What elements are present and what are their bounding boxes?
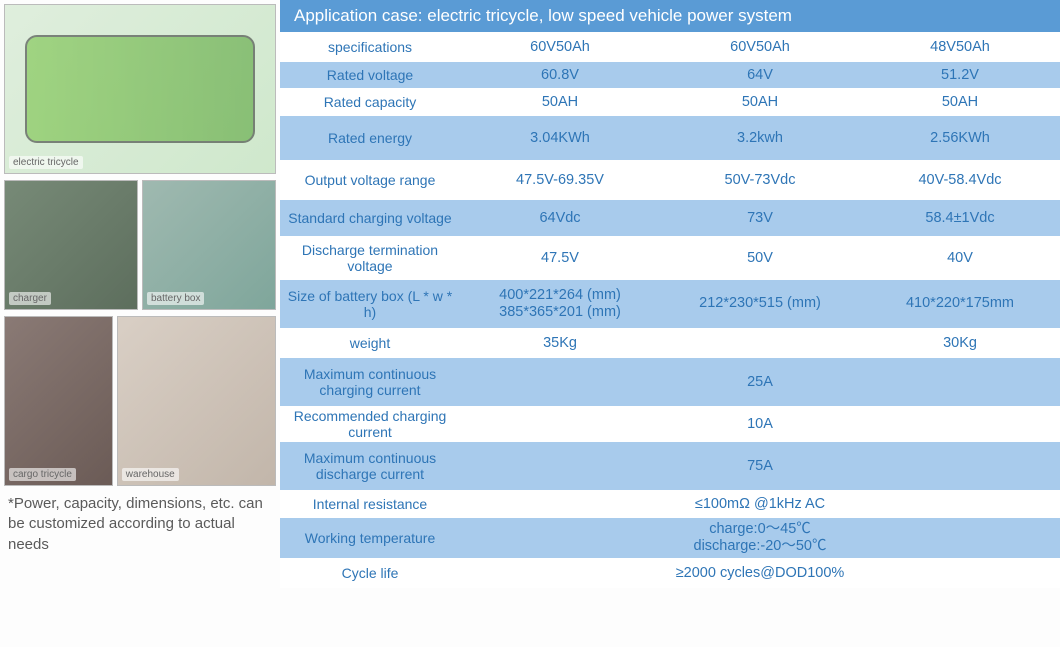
row-label: specifications (280, 32, 460, 62)
table-row: specifications60V50Ah60V50Ah48V50Ah (280, 32, 1060, 62)
table-row: Size of battery box (L * w * h)400*221*2… (280, 280, 1060, 328)
row-value: 410*220*175mm (860, 295, 1060, 312)
row-value: 40V-58.4Vdc (860, 172, 1060, 188)
row-value: 40V (860, 250, 1060, 266)
row-value: 3.04KWh (460, 130, 660, 146)
table-row: Internal resistance≤100mΩ @1kHz AC (280, 490, 1060, 518)
row-value-merged: 10A (460, 406, 1060, 442)
table-row: Rated voltage60.8V64V51.2V (280, 62, 1060, 88)
charger-image (4, 180, 138, 310)
row-label: Cycle life (280, 558, 460, 588)
row-value: 73V (660, 210, 860, 226)
table-row: Cycle life≥2000 cycles@DOD100% (280, 558, 1060, 588)
row-value: 400*221*264 (mm)385*365*201 (mm) (460, 287, 660, 322)
row-value: 35Kg (460, 335, 660, 351)
row-value: 2.56KWh (860, 130, 1060, 146)
row-label: Maximum continuous charging current (280, 358, 460, 406)
row-value: 60V50Ah (660, 39, 860, 55)
row-value: 51.2V (860, 67, 1060, 83)
table-row: Standard charging voltage64Vdc73V58.4±1V… (280, 200, 1060, 236)
row-value: 47.5V-69.35V (460, 172, 660, 188)
row-label: Recommended charging current (280, 406, 460, 442)
title-bar: Application case: electric tricycle, low… (280, 0, 1060, 32)
row-value-merged: ≤100mΩ @1kHz AC (460, 490, 1060, 518)
table-row: Maximum continuous discharge current75A (280, 442, 1060, 490)
table-row: Recommended charging current10A (280, 406, 1060, 442)
row-label: Discharge termination voltage (280, 236, 460, 280)
row-value: 48V50Ah (860, 39, 1060, 55)
row-value-merged: 25A (460, 358, 1060, 406)
spec-table: specifications60V50Ah60V50Ah48V50AhRated… (280, 32, 1060, 647)
table-row: Rated capacity50AH50AH50AH (280, 88, 1060, 116)
row-value: 60V50Ah (460, 39, 660, 55)
table-row: Working temperaturecharge:0～45℃discharge… (280, 518, 1060, 558)
row-label: Size of battery box (L * w * h) (280, 280, 460, 328)
image-column: *Power, capacity, dimensions, etc. can b… (0, 0, 280, 647)
row-label: Working temperature (280, 518, 460, 558)
row-label: Output voltage range (280, 160, 460, 200)
row-value: 3.2kwh (660, 130, 860, 146)
row-value: 64V (660, 67, 860, 83)
cargo-tricycle-image (4, 316, 113, 486)
row-value: 50V (660, 250, 860, 266)
row-value-merged: 75A (460, 442, 1060, 490)
row-value: 47.5V (460, 250, 660, 266)
row-label: Standard charging voltage (280, 200, 460, 236)
row-value-merged: ≥2000 cycles@DOD100% (460, 558, 1060, 588)
footnote-text: *Power, capacity, dimensions, etc. can b… (4, 486, 276, 555)
battery-box-image (142, 180, 276, 310)
row-value: 50AH (460, 94, 660, 110)
row-value: 50V-73Vdc (660, 172, 860, 188)
warehouse-image (117, 316, 276, 486)
row-value: 60.8V (460, 67, 660, 83)
tricycle-image (4, 4, 276, 174)
row-value: 30Kg (860, 335, 1060, 351)
row-label: Rated energy (280, 116, 460, 160)
row-label: Rated capacity (280, 88, 460, 116)
table-row: Discharge termination voltage47.5V50V40V (280, 236, 1060, 280)
row-value: 58.4±1Vdc (860, 210, 1060, 226)
table-row: Maximum continuous charging current25A (280, 358, 1060, 406)
row-value: 50AH (860, 94, 1060, 110)
table-row: weight35Kg 30Kg (280, 328, 1060, 358)
row-label: weight (280, 328, 460, 358)
table-row: Rated energy3.04KWh3.2kwh2.56KWh (280, 116, 1060, 160)
row-value: 50AH (660, 94, 860, 110)
row-label: Maximum continuous discharge current (280, 442, 460, 490)
table-row: Output voltage range47.5V-69.35V50V-73Vd… (280, 160, 1060, 200)
row-value: 212*230*515 (mm) (660, 295, 860, 312)
spec-panel: Application case: electric tricycle, low… (280, 0, 1060, 647)
row-label: Internal resistance (280, 490, 460, 518)
row-value: 64Vdc (460, 210, 660, 226)
row-value-merged: charge:0～45℃discharge:-20～50℃ (460, 518, 1060, 558)
row-label: Rated voltage (280, 62, 460, 88)
